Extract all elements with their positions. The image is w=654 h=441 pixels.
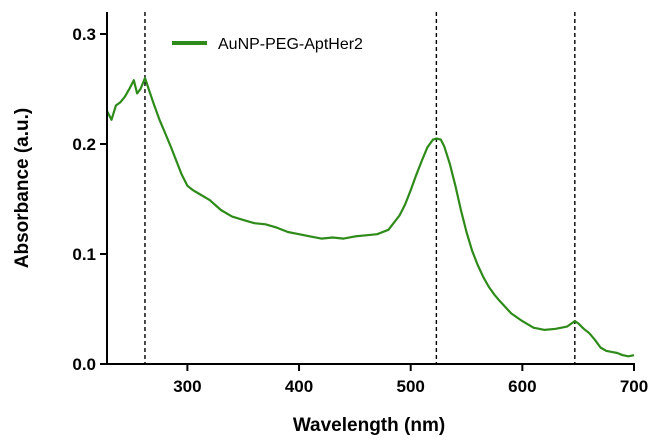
y-ticks: 0.0 0.1 0.2 0.3 (72, 25, 107, 374)
y-tick-label: 0.1 (72, 245, 96, 264)
x-ticks: 300 400 500 600 700 (173, 364, 648, 396)
reference-lines (144, 12, 576, 364)
series-line-aunp-peg-aptHer2 (106, 76, 635, 358)
x-axis-label: Wavelength (nm) (293, 415, 445, 436)
x-tick-label: 300 (173, 377, 201, 396)
legend: AuNP-PEG-AptHer2 (172, 36, 363, 53)
y-tick-label: 0.0 (72, 355, 96, 374)
y-tick-label: 0.2 (72, 135, 96, 154)
y-tick-label: 0.3 (72, 25, 96, 44)
x-tick-label: 600 (508, 377, 536, 396)
x-tick-label: 700 (620, 377, 648, 396)
legend-label: AuNP-PEG-AptHer2 (218, 36, 363, 53)
x-tick-label: 400 (285, 377, 313, 396)
axes (106, 12, 635, 365)
y-axis-label: Absorbance (a.u.) (12, 108, 33, 268)
x-tick-label: 500 (397, 377, 425, 396)
